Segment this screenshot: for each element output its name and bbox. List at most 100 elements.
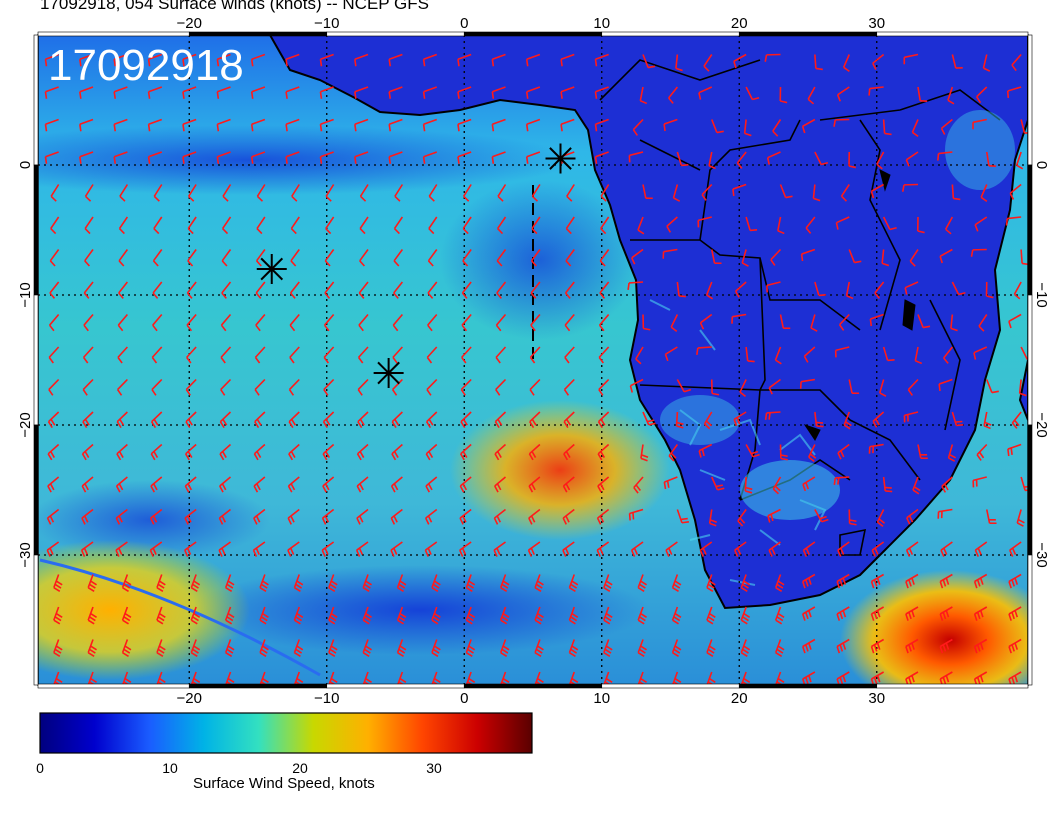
wind-barb <box>216 53 231 67</box>
highland-wind-patch <box>740 460 840 520</box>
wind-barb <box>391 443 403 461</box>
wind-barb <box>1020 346 1028 361</box>
wind-barb <box>259 639 269 658</box>
wind-barb <box>219 411 232 429</box>
wind-barb <box>79 151 94 164</box>
wind-barb <box>224 606 235 625</box>
wind-barb <box>565 216 575 235</box>
wind-barb <box>672 184 681 202</box>
wind-barb <box>187 216 197 235</box>
wind-barb <box>882 346 895 362</box>
wind-barb <box>972 476 987 488</box>
wind-barb <box>354 151 369 164</box>
wind-barb <box>527 541 541 557</box>
wind-barb <box>801 573 816 589</box>
wind-barb <box>356 476 369 493</box>
wind-barb <box>121 606 132 625</box>
wind-barb <box>431 639 441 658</box>
wind-barb <box>664 346 678 362</box>
wind-barb <box>529 346 541 364</box>
wind-barb <box>973 671 988 685</box>
wind-barb <box>534 606 544 625</box>
lon-tick-label: 0 <box>460 15 468 32</box>
wind-barb <box>774 606 785 625</box>
wind-barb <box>150 411 163 429</box>
wind-barb <box>84 184 94 202</box>
wind-barb <box>391 411 403 429</box>
wind-barb <box>396 606 407 625</box>
wind-barb <box>745 216 758 232</box>
wind-barb <box>568 574 579 593</box>
wind-barb <box>768 378 781 395</box>
wind-barb <box>917 444 928 460</box>
wind-barb <box>973 573 988 589</box>
wind-barb <box>496 249 507 267</box>
wind-barb <box>82 378 94 396</box>
lon-tick-label: 10 <box>593 690 610 707</box>
wind-barb <box>499 574 510 593</box>
wind-barb <box>457 118 472 132</box>
lat-tick-label: −20 <box>17 412 34 437</box>
wind-barb <box>882 476 893 493</box>
wind-barb <box>48 378 60 396</box>
wind-barb <box>285 118 300 132</box>
wind-barb <box>671 574 682 593</box>
wind-barb <box>87 639 97 658</box>
lon-tick-label: 20 <box>731 15 748 32</box>
wind-barb <box>869 313 884 327</box>
wind-barb <box>870 573 885 589</box>
wind-barb <box>362 574 372 593</box>
wind-barb <box>285 86 300 99</box>
wind-barb <box>947 86 955 105</box>
lat-tick-label: −30 <box>17 542 34 567</box>
wind-barb <box>774 574 785 593</box>
wind-barb <box>285 151 300 164</box>
wind-barb <box>50 184 60 202</box>
wind-barb <box>186 346 197 364</box>
wind-barb <box>151 378 163 396</box>
wind-barb <box>525 86 541 99</box>
wind-barb <box>328 639 338 658</box>
wind-barb <box>671 639 682 658</box>
wind-barb <box>428 216 438 235</box>
wind-barb <box>461 346 472 364</box>
lon-tick-label: −20 <box>177 690 202 707</box>
wind-barb <box>293 574 304 593</box>
wind-barb <box>391 378 403 396</box>
wind-barb <box>84 216 94 235</box>
wind-barb <box>876 509 886 528</box>
wind-barb <box>937 508 953 519</box>
wind-barb <box>1007 443 1022 457</box>
wind-barb <box>184 541 197 557</box>
calm-zone <box>38 480 270 560</box>
wind-barb <box>740 606 751 625</box>
wind-barb <box>568 606 579 625</box>
wind-barb <box>291 184 300 202</box>
wind-barb <box>974 541 988 557</box>
wind-barb <box>799 378 816 389</box>
wind-barb <box>1006 86 1022 99</box>
wind-barb <box>836 606 850 621</box>
wind-barb <box>82 346 94 364</box>
wind-barb <box>940 118 953 135</box>
wind-barb <box>703 411 713 430</box>
wind-barb <box>912 476 921 495</box>
wind-barb <box>328 574 338 593</box>
wind-barb <box>323 346 335 364</box>
wind-barb <box>706 606 716 625</box>
wind-barb <box>836 638 850 654</box>
wind-barb <box>768 541 781 557</box>
axis-bar <box>463 31 603 37</box>
wind-barb <box>459 443 472 461</box>
wind-barb <box>668 444 679 462</box>
wind-barb <box>187 249 197 267</box>
wind-barb <box>118 249 129 267</box>
wind-barb <box>46 508 60 525</box>
wind-barb <box>221 249 232 267</box>
wind-barb <box>779 184 793 199</box>
wind-barb <box>152 313 163 332</box>
wind-barb <box>1008 638 1022 654</box>
wind-barb <box>564 281 575 299</box>
wind-barb <box>983 411 992 430</box>
wind-barb <box>951 184 961 201</box>
